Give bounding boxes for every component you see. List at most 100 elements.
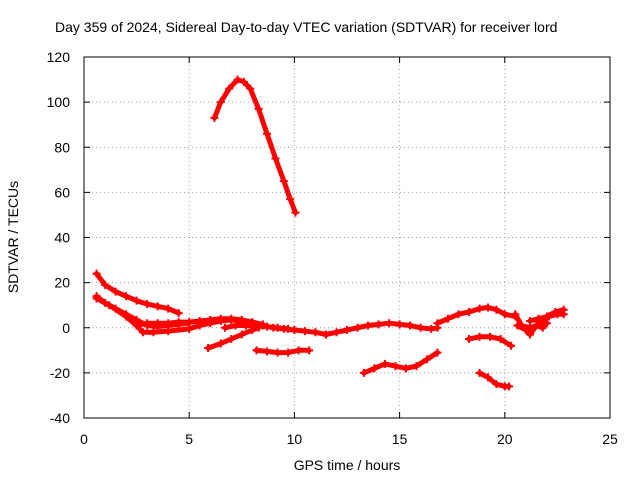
y-tick-label: 80	[54, 139, 70, 155]
x-tick-label: 10	[287, 431, 303, 447]
data-point	[92, 294, 101, 303]
x-tick-label: 0	[80, 431, 88, 447]
data-point	[443, 314, 452, 323]
data-point	[526, 330, 535, 339]
data-point	[559, 305, 568, 314]
data-point	[475, 332, 484, 341]
x-tick-label: 25	[602, 431, 618, 447]
data-point	[164, 319, 173, 328]
data-point	[412, 362, 421, 371]
data-point	[483, 303, 492, 312]
data-point	[225, 84, 234, 93]
y-tick-label: 60	[54, 184, 70, 200]
data-point	[231, 321, 240, 330]
data-point	[311, 328, 320, 337]
data-point	[511, 310, 520, 319]
data-point	[143, 300, 152, 309]
data-point	[227, 314, 236, 323]
data-point	[492, 305, 501, 314]
series-arc-1	[211, 77, 298, 216]
x-axis-label: GPS time / hours	[294, 457, 401, 473]
data-point	[92, 269, 101, 278]
data-point	[391, 362, 400, 371]
data-point	[279, 177, 288, 186]
y-tick-labels: -40 -20 0 20 40 60 80 100 120	[47, 49, 71, 426]
data-point	[343, 326, 351, 335]
data-point	[300, 327, 309, 336]
data-point	[427, 324, 436, 333]
data-point	[551, 307, 560, 316]
data-point	[454, 310, 463, 319]
data-point	[185, 324, 194, 333]
data-point	[521, 326, 530, 335]
data-point	[254, 323, 263, 332]
data-point	[185, 318, 194, 327]
data-point	[273, 323, 282, 332]
series-group	[92, 75, 568, 391]
data-point	[475, 368, 484, 377]
data-point	[122, 312, 131, 321]
data-point	[248, 326, 257, 335]
data-point	[513, 321, 522, 330]
data-point	[153, 302, 162, 311]
data-point	[242, 321, 251, 330]
data-point	[294, 346, 303, 355]
y-tick-label: -20	[50, 365, 70, 381]
data-point	[505, 382, 514, 391]
data-point	[246, 84, 255, 93]
data-point	[305, 346, 314, 355]
data-point	[496, 335, 505, 344]
data-point	[475, 304, 484, 313]
data-point	[227, 335, 236, 344]
data-point	[332, 328, 341, 337]
data-point	[174, 309, 183, 318]
data-point	[321, 330, 330, 339]
data-point	[239, 77, 248, 86]
data-point	[105, 301, 114, 310]
data-point	[284, 324, 293, 333]
data-point	[538, 323, 547, 332]
y-tick-label: 120	[47, 49, 71, 65]
data-point	[286, 195, 295, 204]
data-point	[290, 326, 299, 335]
data-point	[416, 323, 425, 332]
data-point	[395, 320, 404, 329]
data-point	[492, 380, 501, 389]
y-tick-label: 100	[47, 94, 71, 110]
data-point	[153, 319, 162, 328]
plot-frame	[83, 56, 611, 419]
data-point	[237, 330, 246, 339]
grid	[83, 56, 611, 419]
data-point	[149, 328, 158, 337]
data-point	[534, 314, 543, 323]
data-point	[526, 316, 535, 325]
y-tick-label: 40	[54, 230, 70, 246]
data-point	[465, 307, 474, 316]
data-point	[380, 359, 389, 368]
data-point	[210, 113, 219, 122]
x-tick-label: 15	[392, 431, 408, 447]
data-point	[195, 316, 204, 325]
data-point	[233, 75, 242, 84]
data-point	[486, 332, 495, 341]
data-point	[122, 292, 131, 301]
data-point	[216, 339, 225, 348]
data-point	[406, 321, 415, 330]
data-point	[174, 318, 183, 327]
data-point	[138, 328, 147, 337]
data-point	[132, 321, 141, 330]
data-point	[465, 335, 474, 344]
data-point	[263, 347, 272, 356]
data-point	[433, 348, 442, 357]
data-point	[143, 319, 152, 328]
y-tick-label: 20	[54, 275, 70, 291]
data-point	[532, 321, 541, 330]
data-point	[364, 321, 373, 330]
y-axis-label: SDTVAR / TECUs	[5, 181, 21, 293]
data-point	[483, 373, 492, 382]
data-point	[422, 355, 431, 364]
data-point	[206, 315, 215, 324]
data-point	[401, 364, 410, 373]
data-point	[273, 348, 282, 357]
